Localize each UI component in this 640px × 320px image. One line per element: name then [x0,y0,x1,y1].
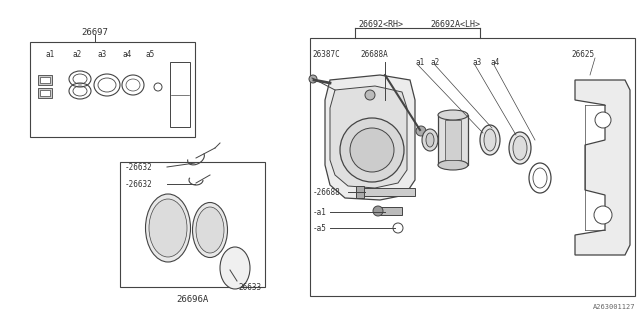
Ellipse shape [220,247,250,289]
Text: a2: a2 [72,50,82,59]
Circle shape [350,128,394,172]
Circle shape [595,112,611,128]
Bar [40,77,50,83]
Text: -a1: -a1 [313,208,327,217]
Circle shape [373,206,383,216]
Text: 26633: 26633 [238,283,261,292]
Polygon shape [325,75,415,200]
Text: a2: a2 [430,58,439,67]
Bar [380,207,402,215]
Text: 26692<RH>: 26692<RH> [358,20,403,29]
Bar [38,88,52,98]
Ellipse shape [426,133,434,147]
Text: a5: a5 [145,50,155,59]
Text: a3: a3 [472,58,481,67]
Text: -a5: -a5 [313,224,327,233]
Ellipse shape [145,194,191,262]
Ellipse shape [193,203,227,258]
Ellipse shape [509,132,531,164]
Bar [360,188,415,196]
Ellipse shape [513,136,527,160]
Bar [38,75,52,85]
Text: a1: a1 [45,50,54,59]
Text: a3: a3 [97,50,107,59]
Text: a4: a4 [122,50,132,59]
Text: -26632: -26632 [125,180,153,189]
Ellipse shape [438,160,468,170]
Text: 26697: 26697 [81,28,108,37]
Text: 26688A: 26688A [360,50,388,59]
Text: -26632: -26632 [125,163,153,172]
Text: a4: a4 [490,58,499,67]
Bar [310,38,635,296]
Ellipse shape [438,110,468,120]
Bar [30,42,195,137]
Circle shape [416,126,426,136]
Ellipse shape [196,207,224,253]
Bar [438,115,468,165]
Polygon shape [330,86,407,188]
Text: -26688: -26688 [313,188,340,197]
Ellipse shape [484,129,496,151]
Circle shape [594,206,612,224]
Bar [170,62,190,127]
Circle shape [365,90,375,100]
Text: 26387C: 26387C [312,50,340,59]
Bar [120,162,265,287]
Text: A263001127: A263001127 [593,304,635,310]
Circle shape [340,118,404,182]
Text: 26696A: 26696A [176,295,208,304]
Polygon shape [575,80,630,255]
Text: a1: a1 [415,58,424,67]
Ellipse shape [149,199,187,257]
Text: 26625: 26625 [572,50,595,59]
Ellipse shape [422,129,438,151]
Circle shape [309,75,317,83]
Bar [445,120,461,160]
Bar [356,186,364,198]
Ellipse shape [480,125,500,155]
Text: 26692A<LH>: 26692A<LH> [430,20,480,29]
Bar [40,90,50,96]
